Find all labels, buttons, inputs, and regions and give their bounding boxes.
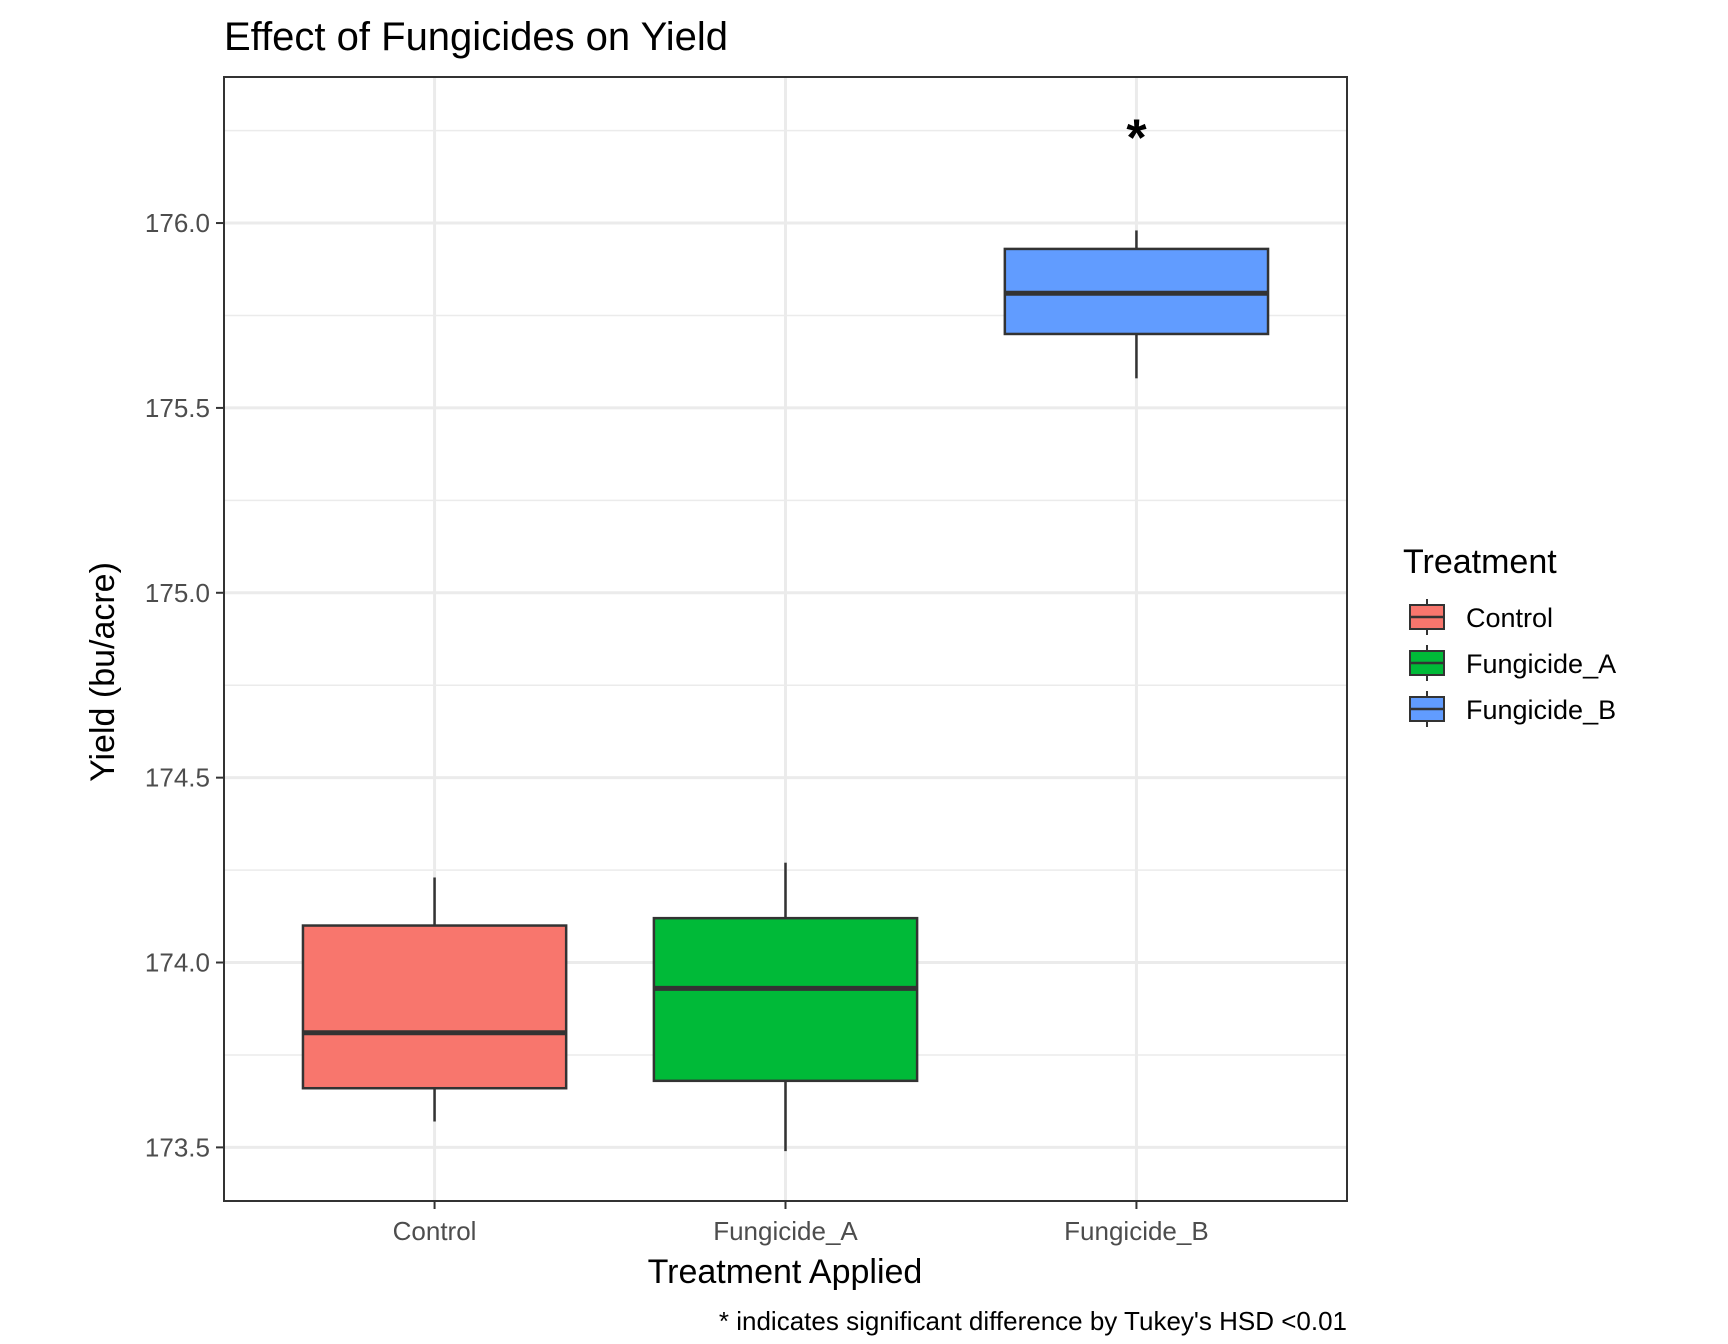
x-axis-title: Treatment Applied	[648, 1253, 923, 1291]
iqr-box	[301, 924, 568, 1090]
y-tick-label: 173.5	[145, 1132, 210, 1162]
legend-entry-fungicide-a: Fungicide_A	[1409, 645, 1616, 681]
legend-title: Treatment	[1403, 543, 1557, 581]
y-tick-label: 174.0	[145, 948, 210, 978]
significance-marker: *	[1126, 110, 1147, 168]
box-fungicide-b	[1003, 230, 1270, 379]
legend-entry-control: Control	[1409, 599, 1553, 635]
box-control	[301, 877, 568, 1122]
iqr-box	[652, 916, 919, 1083]
legend: Treatment Control Fungicide_A Fungicide_B	[1403, 543, 1616, 727]
legend-label: Fungicide_A	[1466, 649, 1616, 679]
caption: * indicates significant difference by Tu…	[719, 1306, 1347, 1336]
box-series	[301, 230, 1270, 1152]
y-tick-label: 175.0	[145, 578, 210, 608]
legend-entry-fungicide-b: Fungicide_B	[1409, 691, 1616, 727]
legend-label: Fungicide_B	[1466, 695, 1616, 725]
x-tick-label: Fungicide_A	[713, 1216, 858, 1246]
y-tick-label: 174.5	[145, 763, 210, 793]
y-tick-label: 176.0	[145, 208, 210, 238]
x-tick-label: Fungicide_B	[1064, 1216, 1209, 1246]
x-tick-label: Control	[393, 1216, 477, 1246]
axes: 173.5 174.0 174.5 175.0 175.5 176.0 Control Fun…	[145, 76, 1348, 1246]
box-fungicide-a	[652, 862, 919, 1152]
y-tick-label: 175.5	[145, 393, 210, 423]
legend-label: Control	[1466, 603, 1553, 633]
annotations: *	[1126, 110, 1147, 168]
chart-title: Effect of Fungicides on Yield	[224, 15, 728, 59]
y-axis-title: Yield (bu/acre)	[84, 562, 122, 782]
